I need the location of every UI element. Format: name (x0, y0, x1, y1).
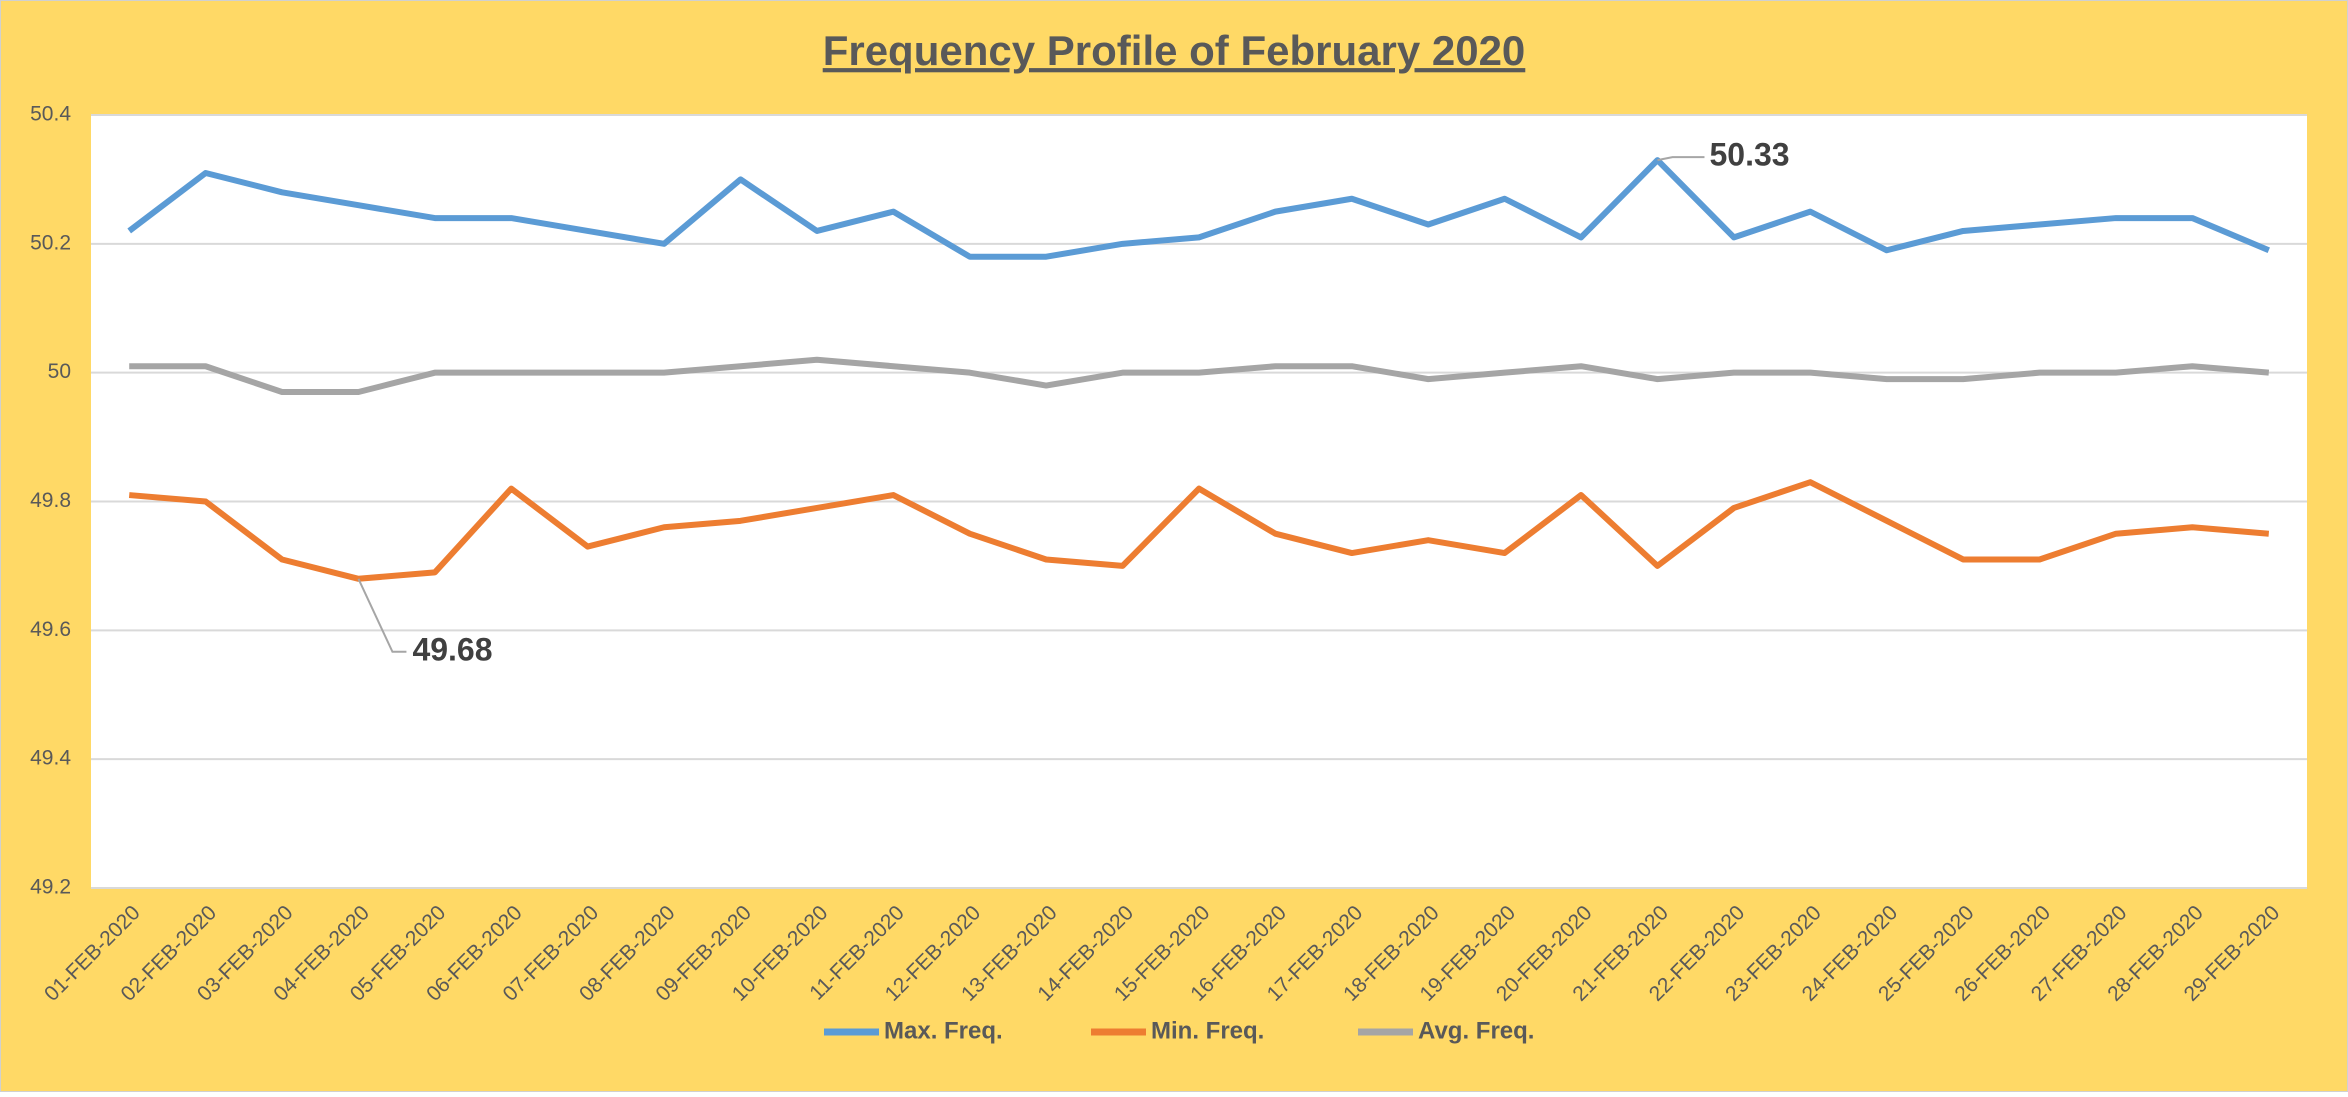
y-tick-label: 49.4 (30, 747, 71, 770)
series-line (128, 479, 2270, 582)
series-line (129, 356, 2270, 395)
chart-title: Frequency Profile of February 2020 (823, 27, 1526, 74)
data-label: 49.68 (412, 631, 492, 667)
y-tick-label: 49.8 (30, 489, 71, 512)
y-tick-label: 49.6 (30, 618, 71, 641)
legend-label: Max. Freq. (884, 1017, 1003, 1044)
annotation-leader (357, 578, 407, 653)
annotation-leader (1657, 156, 1705, 162)
data-label: 50.33 (1709, 137, 1789, 173)
y-tick-label: 49.2 (30, 876, 71, 899)
y-tick-label: 50.2 (30, 231, 71, 254)
series-line (127, 157, 2270, 260)
y-tick-label: 50 (48, 360, 71, 383)
y-tick-label: 50.4 (30, 103, 71, 126)
legend-label: Avg. Freq. (1418, 1017, 1534, 1044)
legend-label: Min. Freq. (1151, 1017, 1264, 1044)
